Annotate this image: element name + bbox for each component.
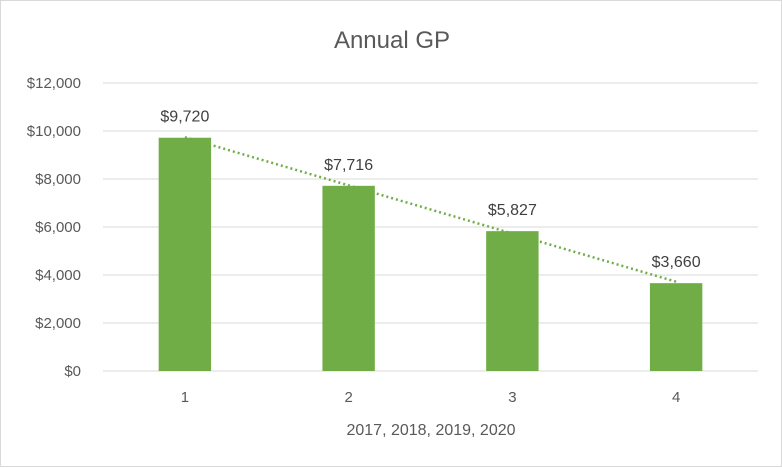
trendline-group xyxy=(184,136,677,283)
x-axis-ticks: 1 2 3 4 xyxy=(181,389,681,406)
bar xyxy=(158,137,212,371)
y-tick-label: $10,000 xyxy=(27,123,81,140)
data-label: $9,720 xyxy=(160,109,209,126)
bar xyxy=(649,283,703,371)
bars xyxy=(158,137,703,371)
y-tick-label: $0 xyxy=(64,363,81,380)
data-label: $3,660 xyxy=(652,254,701,271)
data-label: $7,716 xyxy=(324,157,373,174)
x-tick-label: 3 xyxy=(508,389,516,406)
data-label: $5,827 xyxy=(488,202,537,219)
trendline xyxy=(184,136,677,283)
y-tick-label: $6,000 xyxy=(35,219,81,236)
y-tick-label: $4,000 xyxy=(35,267,81,284)
gridlines xyxy=(103,82,758,372)
bar xyxy=(486,231,539,371)
x-axis-title: 2017, 2018, 2019, 2020 xyxy=(346,422,515,439)
x-tick-label: 2 xyxy=(344,389,352,406)
y-tick-label: $2,000 xyxy=(35,315,81,332)
x-tick-label: 1 xyxy=(181,389,189,406)
bar xyxy=(322,185,375,371)
chart-title: Annual GP xyxy=(334,27,450,54)
data-labels: $9,720 $7,716 $5,827 $3,660 xyxy=(160,109,700,271)
y-tick-label: $12,000 xyxy=(27,75,81,92)
x-tick-label: 4 xyxy=(672,389,680,406)
y-axis-ticks: $0 $2,000 $4,000 $6,000 $8,000 $10,000 $12,000 xyxy=(27,75,81,380)
y-tick-label: $8,000 xyxy=(35,171,81,188)
